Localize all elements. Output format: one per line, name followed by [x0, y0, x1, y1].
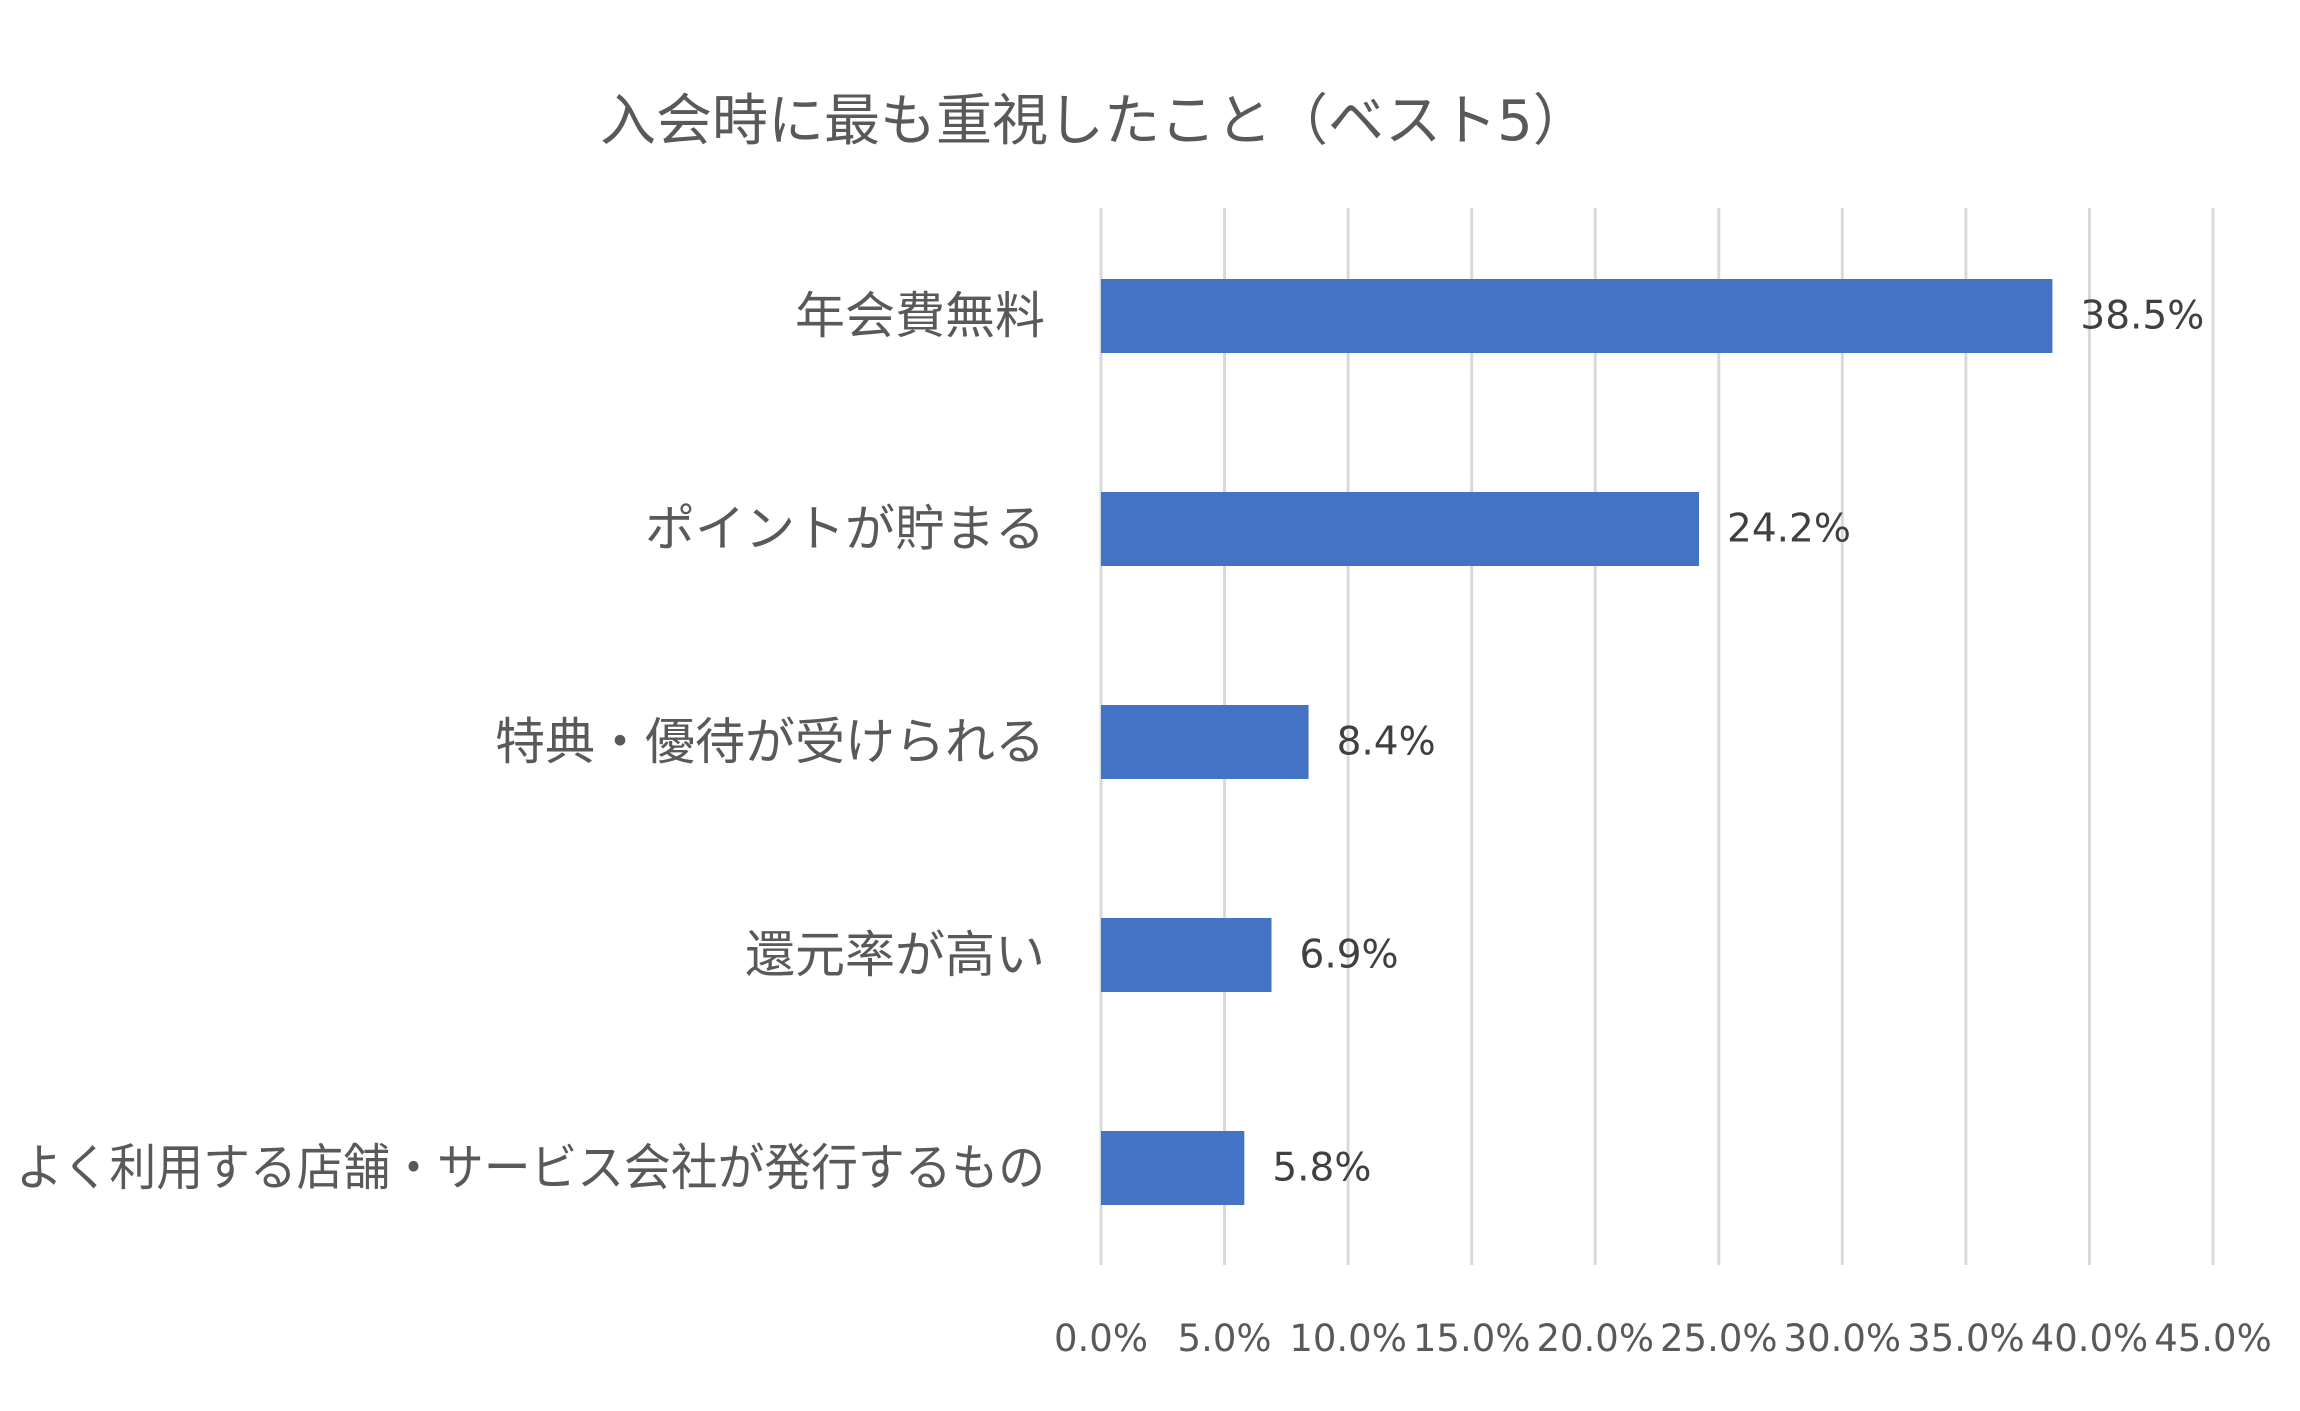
- x-tick-label: 15.0%: [1413, 1317, 1531, 1360]
- bar: [1101, 705, 1309, 779]
- gridlines: [1099, 208, 2215, 1265]
- x-tick-label: 35.0%: [1907, 1317, 2025, 1360]
- bar: [1101, 279, 2053, 353]
- data-label: 8.4%: [1337, 720, 1436, 765]
- chart-title: 入会時に最も重視したこと（ベスト5）: [600, 89, 1589, 154]
- category-label: 還元率が高い: [745, 926, 1045, 984]
- x-tick-label: 25.0%: [1660, 1317, 1778, 1360]
- category-label: 特典・優待が受けられる: [495, 713, 1045, 771]
- bar: [1101, 492, 1700, 566]
- bar: [1101, 1131, 1245, 1205]
- x-tick-label: 10.0%: [1289, 1317, 1407, 1360]
- category-label: よく利用する店舗・サービス会社が発行するもの: [16, 1139, 1045, 1197]
- x-tick-label: 40.0%: [2031, 1317, 2149, 1360]
- bar: [1101, 918, 1272, 992]
- data-labels: 38.5% 24.2% 8.4% 6.9% 5.8%: [1272, 294, 2204, 1191]
- x-tick-label: 0.0%: [1054, 1317, 1148, 1360]
- category-labels: 年会費無料ポイントが貯まる特典・優待が受けられる還元率が高いよく利用する店舗・サ…: [16, 287, 1045, 1197]
- x-tick-label: 5.0%: [1178, 1317, 1272, 1360]
- data-label: 6.9%: [1300, 933, 1399, 978]
- data-label: 38.5%: [2080, 294, 2204, 339]
- x-tick-label: 20.0%: [1536, 1317, 1654, 1360]
- x-tick-label: 30.0%: [1784, 1317, 1902, 1360]
- x-axis-tick-labels: 0.0% 5.0% 10.0% 15.0% 20.0% 25.0% 30.0% 35.0% 40…: [1054, 1317, 2272, 1360]
- category-label: 年会費無料: [795, 287, 1045, 345]
- data-label: 24.2%: [1727, 507, 1851, 552]
- data-label: 5.8%: [1272, 1146, 1371, 1191]
- x-tick-label: 45.0%: [2154, 1317, 2272, 1360]
- bars: [1101, 279, 2053, 1205]
- category-label: ポイントが貯まる: [645, 500, 1045, 558]
